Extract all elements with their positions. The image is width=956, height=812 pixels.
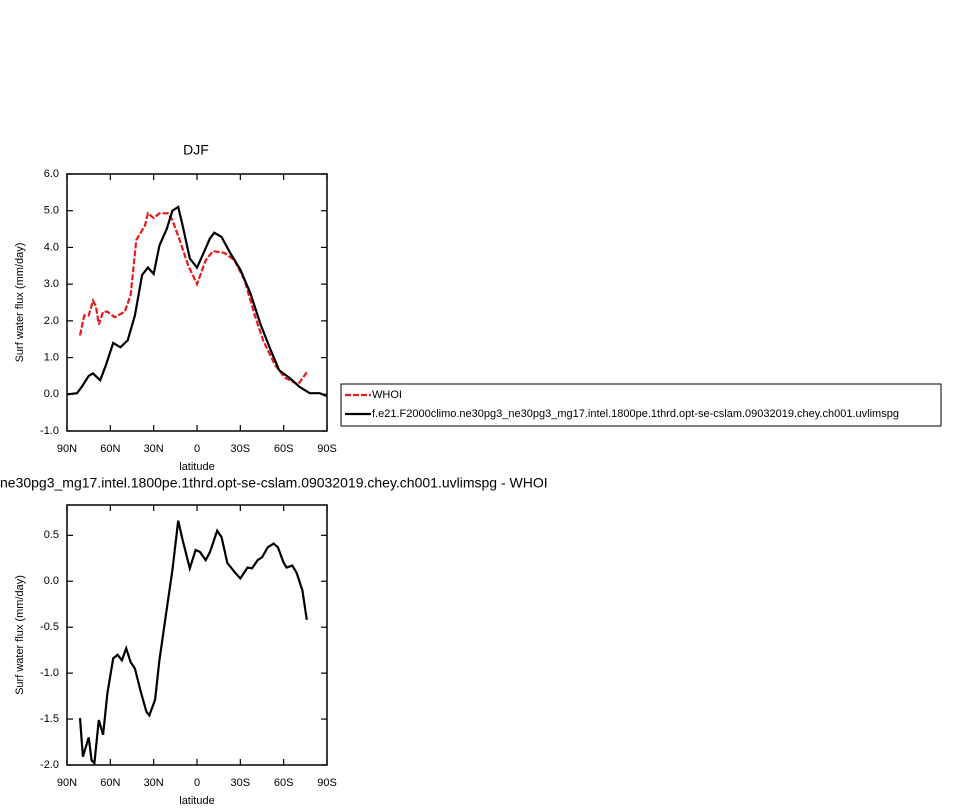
- x-axis-label: latitude: [179, 795, 214, 807]
- x-tick-label: 90N: [57, 777, 77, 789]
- data-line: [78, 211, 308, 386]
- legend-frame: [340, 383, 942, 427]
- x-tick-label: 60N: [100, 777, 120, 789]
- legend-label: WHOI: [372, 389, 402, 401]
- x-tick-label: 90S: [317, 777, 337, 789]
- y-axis-label: Surf water flux (mm/day): [14, 243, 26, 363]
- y-tick-label: -2.0: [40, 759, 59, 771]
- x-axis-label: latitude: [179, 461, 214, 473]
- y-tick-label: 1.0: [44, 351, 59, 363]
- y-tick-label: 0.0: [44, 575, 59, 587]
- chart-title: DJF: [183, 142, 209, 158]
- x-tick-label: 60S: [274, 777, 294, 789]
- data-line: [66, 205, 328, 398]
- data-line: [78, 520, 308, 766]
- x-tick-label: 90S: [317, 443, 337, 455]
- plot-frame: [66, 504, 328, 766]
- x-tick-label: 30S: [231, 443, 251, 455]
- plot-frame: [66, 173, 328, 432]
- x-tick-label: 30N: [144, 777, 164, 789]
- x-tick-label: 60N: [100, 443, 120, 455]
- y-tick-label: -1.0: [40, 667, 59, 679]
- legend-label: f.e21.F2000climo.ne30pg3_ne30pg3_mg17.in…: [372, 408, 899, 420]
- y-tick-label: 6.0: [44, 168, 59, 180]
- x-tick-label: 0: [194, 777, 200, 789]
- y-tick-label: 3.0: [44, 278, 59, 290]
- x-tick-label: 30N: [144, 443, 164, 455]
- y-tick-label: 0.5: [44, 529, 59, 541]
- y-tick-label: -1.0: [40, 425, 59, 437]
- y-tick-label: 2.0: [44, 315, 59, 327]
- x-tick-label: 90N: [57, 443, 77, 455]
- chart-title: ne30pg3_mg17.intel.1800pe.1thrd.opt-se-c…: [0, 475, 548, 491]
- y-tick-label: 4.0: [44, 241, 59, 253]
- y-axis-label: Surf water flux (mm/day): [14, 575, 26, 695]
- x-tick-label: 60S: [274, 443, 294, 455]
- y-tick-label: 0.0: [44, 388, 59, 400]
- x-tick-label: 0: [194, 443, 200, 455]
- y-tick-label: -0.5: [40, 621, 59, 633]
- y-tick-label: -1.5: [40, 713, 59, 725]
- x-tick-label: 30S: [231, 777, 251, 789]
- y-tick-label: 5.0: [44, 205, 59, 217]
